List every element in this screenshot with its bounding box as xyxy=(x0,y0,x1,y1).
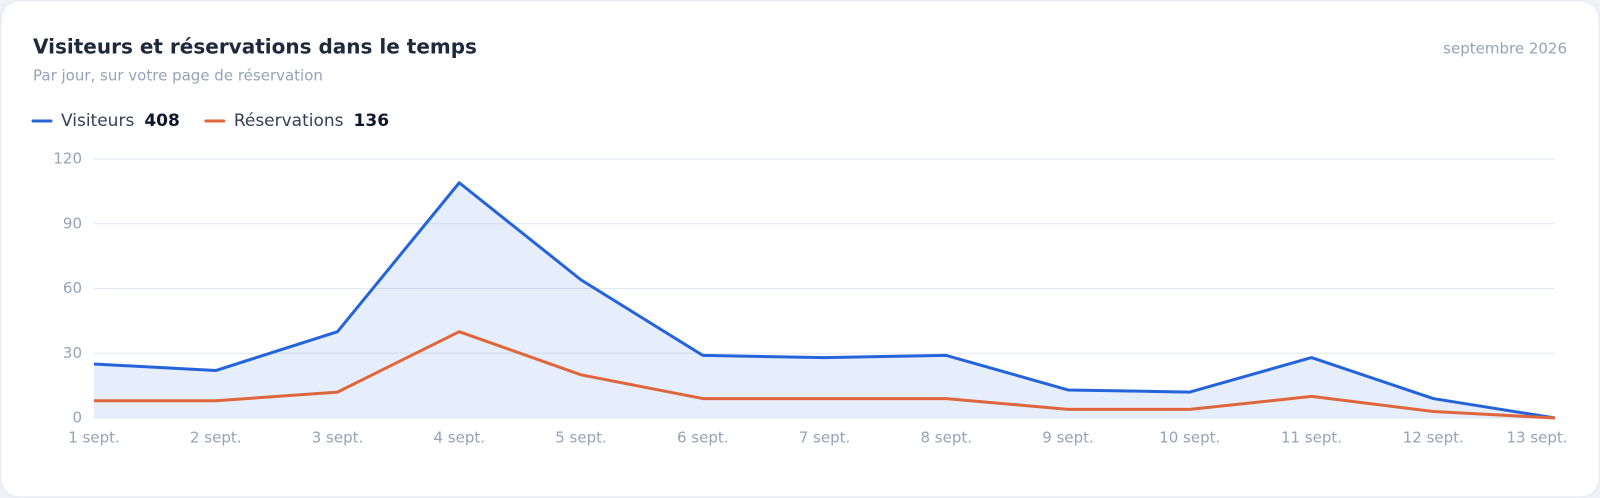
x-tick-label: 4 sept. xyxy=(433,429,485,447)
x-tick-label: 2 sept. xyxy=(190,429,242,447)
y-tick-label: 0 xyxy=(72,409,82,427)
x-tick-label: 8 sept. xyxy=(920,429,972,447)
area xyxy=(94,182,1555,418)
x-tick-label: 10 sept. xyxy=(1159,429,1220,447)
x-tick-label: 11 sept. xyxy=(1281,429,1342,447)
x-tick-label: 12 sept. xyxy=(1403,429,1464,447)
line xyxy=(94,330,1556,420)
x-tick-label: 13 sept. xyxy=(1506,429,1567,447)
title: Visiteurs et réservations dans le temps xyxy=(33,35,477,59)
x-tick-label: 3 sept. xyxy=(312,429,364,447)
x-tick-label: 7 sept. xyxy=(799,429,851,447)
x-tick-label: 6 sept. xyxy=(677,429,729,447)
x-tick-label: 5 sept. xyxy=(555,429,607,447)
y-tick-label: 60 xyxy=(63,279,82,297)
line xyxy=(93,181,1556,420)
subtitle: Par jour, sur votre page de réservation xyxy=(33,67,323,85)
period: septembre 2026 xyxy=(1443,40,1567,58)
x-tick-label: 9 sept. xyxy=(1042,429,1094,447)
legend-total: 408 xyxy=(144,111,180,131)
x-tick-label: 1 sept. xyxy=(68,429,120,447)
y-tick-label: 120 xyxy=(53,150,82,168)
legend-total: 136 xyxy=(354,111,390,131)
y-tick-label: 90 xyxy=(63,214,82,232)
y-tick-label: 30 xyxy=(63,344,82,362)
legend-label: Réservations xyxy=(234,111,344,131)
legend-label: Visiteurs xyxy=(61,111,134,131)
